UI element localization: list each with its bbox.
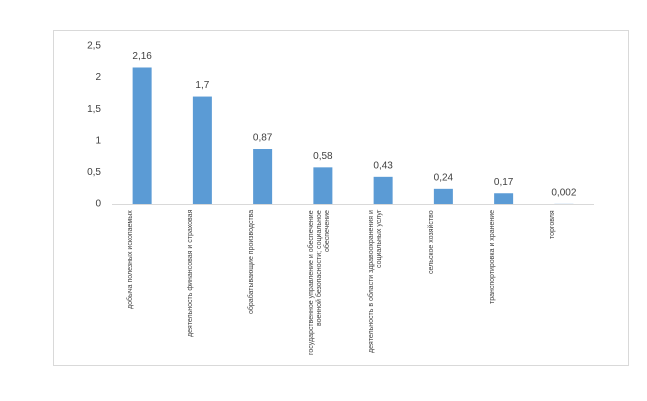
x-tick-label: государственное управление и обеспечение… [307, 210, 331, 355]
bar [373, 176, 393, 204]
y-tick-label: 2 [95, 72, 101, 83]
data-label: 0,002 [551, 188, 576, 199]
bar [192, 96, 212, 204]
y-tick-label: 1 [95, 135, 101, 146]
y-tick-label: 0,5 [87, 167, 101, 178]
bar [132, 67, 152, 204]
y-tick-label: 2,5 [87, 41, 101, 52]
bar [313, 167, 333, 204]
y-tick-label: 1,5 [87, 104, 101, 115]
data-label: 2,16 [132, 51, 152, 62]
data-label: 0,43 [373, 160, 393, 171]
x-tick-label: добыча полезных ископаемых [127, 210, 135, 309]
x-tick-label: деятельность в области здравоохранения и… [368, 210, 384, 353]
data-label: 0,58 [313, 151, 333, 162]
bar [253, 149, 273, 204]
data-label: 1,7 [195, 80, 209, 91]
data-label: 0,24 [434, 172, 454, 183]
data-label: 0,87 [253, 133, 273, 144]
x-tick-label: торговля [548, 210, 556, 239]
x-tick-label: сельское хозяйство [428, 210, 436, 274]
bar [494, 193, 514, 204]
x-tick-label: обрабатывающие производства [247, 210, 255, 315]
y-tick-label: 0 [95, 199, 101, 210]
x-tick-label: транспортировка и хранение [488, 210, 496, 305]
bar [433, 188, 453, 204]
x-tick-label: деятельность финансовая и страховая [187, 210, 195, 338]
data-label: 0,17 [494, 177, 514, 188]
